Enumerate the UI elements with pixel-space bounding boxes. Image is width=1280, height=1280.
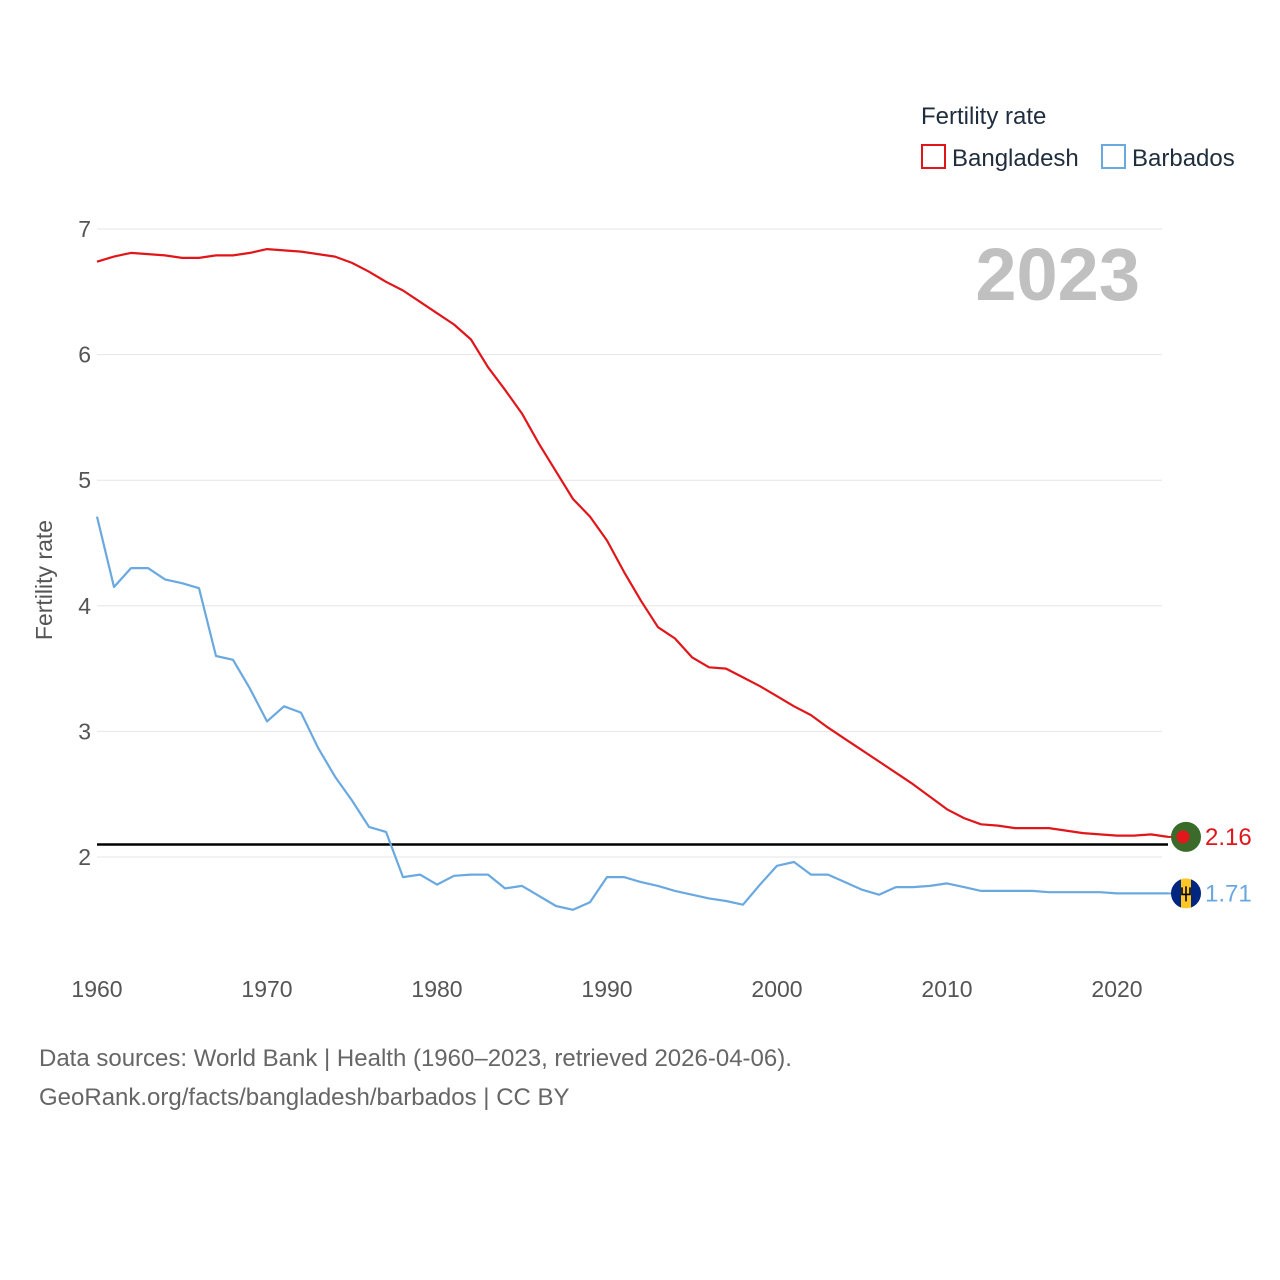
y-axis-ticks: 2 3 4 5 6 7 — [78, 216, 91, 870]
end-value-label-barbados: 1.71 — [1205, 880, 1252, 907]
x-tick-label: 1990 — [581, 976, 632, 1002]
y-tick-label: 6 — [78, 342, 91, 368]
x-tick-label: 2000 — [751, 976, 802, 1002]
x-tick-label: 2020 — [1091, 976, 1142, 1002]
x-axis-ticks: 1960 1970 1980 1990 2000 2010 2020 — [71, 976, 1142, 1002]
y-tick-label: 2 — [78, 844, 91, 870]
barbados-flag-icon — [1171, 878, 1201, 909]
legend-swatch-bangladesh — [921, 144, 946, 169]
y-tick-label: 5 — [78, 467, 91, 493]
y-tick-label: 4 — [78, 593, 91, 619]
x-tick-label: 2010 — [921, 976, 972, 1002]
end-markers: 2.16 1.71 — [1168, 821, 1252, 909]
end-value-label-bangladesh: 2.16 — [1205, 824, 1252, 851]
series-line-barbados[interactable] — [95, 516, 1168, 911]
legend: Fertility rate Bangladesh Barbados — [921, 103, 1235, 172]
series-lines — [95, 248, 1169, 911]
y-tick-label: 3 — [78, 718, 91, 744]
legend-item-barbados[interactable]: Barbados — [1101, 144, 1235, 172]
y-tick-label: 7 — [78, 216, 91, 242]
legend-title: Fertility rate — [921, 103, 1046, 130]
bangladesh-flag-icon — [1171, 821, 1201, 852]
y-axis-title: Fertility rate — [31, 520, 57, 640]
legend-label-bangladesh: Bangladesh — [952, 145, 1079, 172]
legend-swatch-barbados — [1101, 144, 1126, 169]
x-tick-label: 1970 — [241, 976, 292, 1002]
grid-lines — [97, 228, 1162, 858]
x-tick-label: 1960 — [71, 976, 122, 1002]
series-line-bangladesh[interactable] — [96, 248, 1169, 838]
source-line: Data sources: World Bank | Health (1960–… — [39, 1045, 792, 1072]
legend-label-barbados: Barbados — [1132, 145, 1235, 172]
year-label: 2023 — [975, 233, 1140, 316]
legend-item-bangladesh[interactable]: Bangladesh — [921, 144, 1079, 172]
x-tick-label: 1980 — [411, 976, 462, 1002]
attribution-line: GeoRank.org/facts/bangladesh/barbados | … — [39, 1084, 570, 1111]
